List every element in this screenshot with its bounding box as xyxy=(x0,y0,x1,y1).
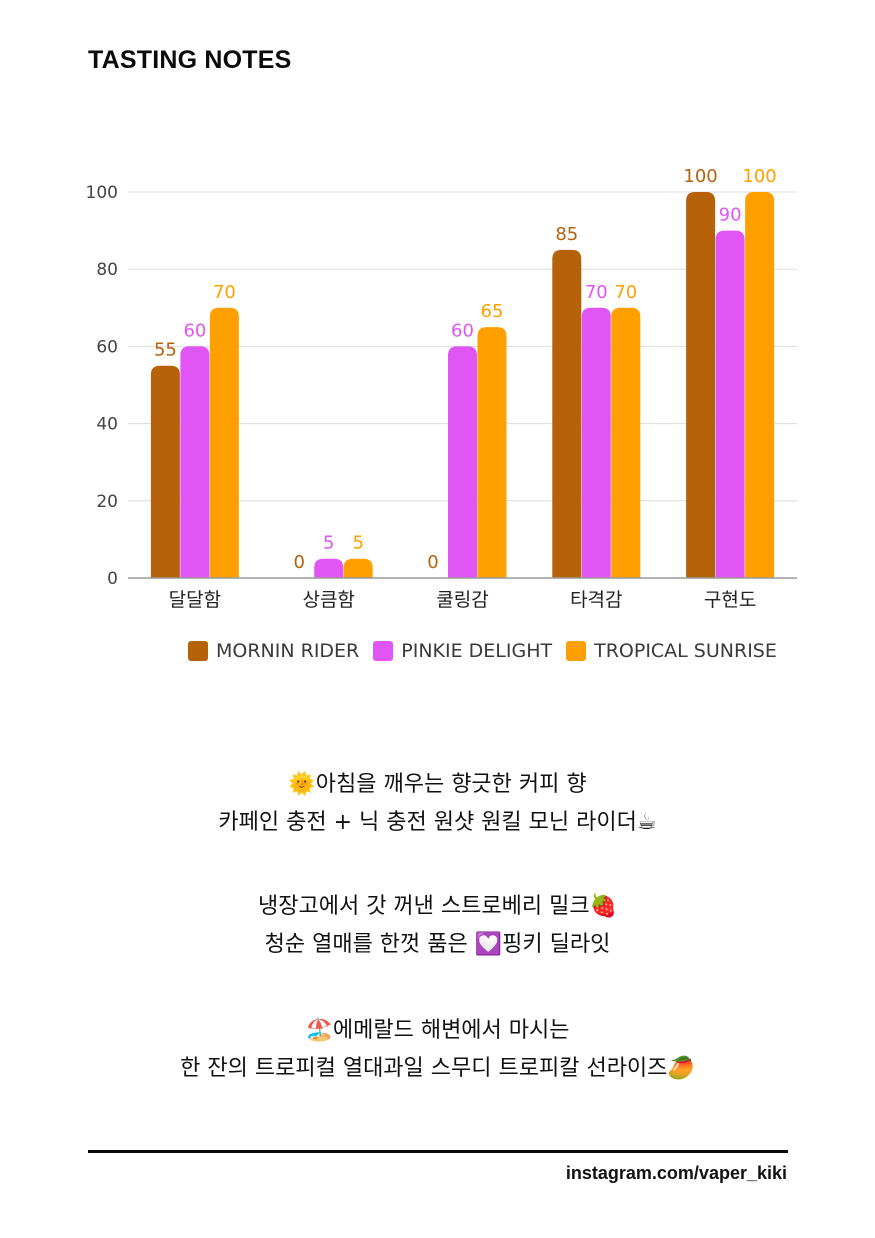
bar xyxy=(150,365,180,578)
data-label: 90 xyxy=(719,205,742,226)
bar xyxy=(581,307,611,578)
bar xyxy=(745,192,775,578)
page-title: TASTING NOTES xyxy=(88,46,292,74)
data-label: 70 xyxy=(585,282,608,303)
y-tick-label: 40 xyxy=(96,415,118,435)
description-text: 한 잔의 트로피컬 열대과일 스무디 트로피칼 선라이즈 xyxy=(180,1056,668,1081)
bar xyxy=(686,192,716,578)
data-label: 0 xyxy=(293,552,304,573)
legend-item-mornin-rider: MORNIN RIDER xyxy=(188,640,359,662)
legend-label-tropical-sunrise: TROPICAL SUNRISE xyxy=(594,640,777,662)
description-text: 냉장고에서 갓 꺼낸 스트로베리 밀크 xyxy=(258,894,590,919)
data-label: 55 xyxy=(154,340,177,361)
legend-label-mornin-rider: MORNIN RIDER xyxy=(216,640,360,662)
chart-legend: MORNIN RIDER PINKIE DELIGHT TROPICAL SUN… xyxy=(188,640,791,662)
legend-label-pinkie-delight: PINKIE DELIGHT xyxy=(401,640,553,662)
y-tick-label: 80 xyxy=(96,260,118,280)
bar xyxy=(552,249,582,578)
data-label: 100 xyxy=(742,166,776,187)
bar xyxy=(180,346,210,578)
x-tick-label: 달달함 xyxy=(169,589,221,611)
description-text: 청순 열매를 한껏 품은 xyxy=(264,932,475,957)
data-label: 70 xyxy=(614,282,637,303)
legend-item-tropical-sunrise: TROPICAL SUNRISE xyxy=(566,640,777,662)
y-tick-label: 60 xyxy=(96,337,118,357)
y-tick-label: 0 xyxy=(107,569,118,589)
description-line: 🌞아침을 깨우는 향긋한 커피 향 xyxy=(0,766,875,804)
bar xyxy=(209,307,239,578)
data-label: 5 xyxy=(352,533,363,554)
description-line: 청순 열매를 한껏 품은 💟핑키 딜라잇 xyxy=(0,926,875,964)
bar xyxy=(314,558,344,578)
beach-umbrella-icon: 🏖️ xyxy=(305,1018,333,1043)
instagram-handle: instagram.com/vaper_kiki xyxy=(565,1163,787,1183)
data-label: 60 xyxy=(451,320,474,341)
footer-divider xyxy=(88,1150,788,1153)
description-mornin-rider: 🌞아침을 깨우는 향긋한 커피 향 카페인 충전 + 닉 충전 원샷 원킬 모닌… xyxy=(0,766,875,842)
bar xyxy=(715,230,745,578)
description-line: 카페인 충전 + 닉 충전 원샷 원킬 모닌 라이더☕ xyxy=(0,804,875,842)
x-tick-label: 쿨링감 xyxy=(436,589,488,611)
description-line: 한 잔의 트로피컬 열대과일 스무디 트로피칼 선라이즈🥭 xyxy=(0,1050,875,1088)
description-line: 🏖️에메랄드 해변에서 마시는 xyxy=(0,1012,875,1050)
description-text: 아침을 깨우는 향긋한 커피 향 xyxy=(315,772,587,797)
x-tick-label: 구현도 xyxy=(704,589,756,611)
strawberry-icon: 🍓 xyxy=(589,894,617,919)
x-tick-label: 타격감 xyxy=(570,589,622,611)
y-tick-label: 100 xyxy=(86,183,118,203)
bar xyxy=(477,327,507,578)
description-text: 핑키 딜라잇 xyxy=(502,932,611,957)
legend-swatch-pinkie-delight xyxy=(373,641,394,661)
bar xyxy=(448,346,477,578)
hot-beverage-icon: ☕ xyxy=(636,810,657,835)
x-tick-label: 상큼함 xyxy=(302,589,354,611)
y-tick-label: 20 xyxy=(96,492,118,512)
data-label: 100 xyxy=(683,166,717,187)
description-pinkie-delight: 냉장고에서 갓 꺼낸 스트로베리 밀크🍓 청순 열매를 한껏 품은 💟핑키 딜라… xyxy=(0,888,875,964)
description-tropical-sunrise: 🏖️에메랄드 해변에서 마시는 한 잔의 트로피컬 열대과일 스무디 트로피칼 … xyxy=(0,1012,875,1088)
data-label: 85 xyxy=(555,224,578,245)
data-label: 5 xyxy=(323,533,334,554)
bar xyxy=(611,307,641,578)
data-label: 70 xyxy=(213,282,236,303)
data-label: 60 xyxy=(183,320,206,341)
sun-with-face-icon: 🌞 xyxy=(288,772,316,797)
data-label: 65 xyxy=(481,301,504,322)
description-line: 냉장고에서 갓 꺼낸 스트로베리 밀크🍓 xyxy=(0,888,875,926)
legend-swatch-tropical-sunrise xyxy=(566,641,587,661)
description-text: 에메랄드 해변에서 마시는 xyxy=(332,1018,570,1043)
legend-swatch-mornin-rider xyxy=(188,641,208,661)
description-text: 카페인 충전 + 닉 충전 원샷 원킬 모닌 라이더 xyxy=(218,810,637,835)
bar xyxy=(343,558,373,578)
legend-item-pinkie-delight: PINKIE DELIGHT xyxy=(373,640,552,662)
heart-decoration-icon: 💟 xyxy=(474,932,503,957)
mango-icon: 🥭 xyxy=(667,1056,695,1081)
data-label: 0 xyxy=(427,552,438,573)
